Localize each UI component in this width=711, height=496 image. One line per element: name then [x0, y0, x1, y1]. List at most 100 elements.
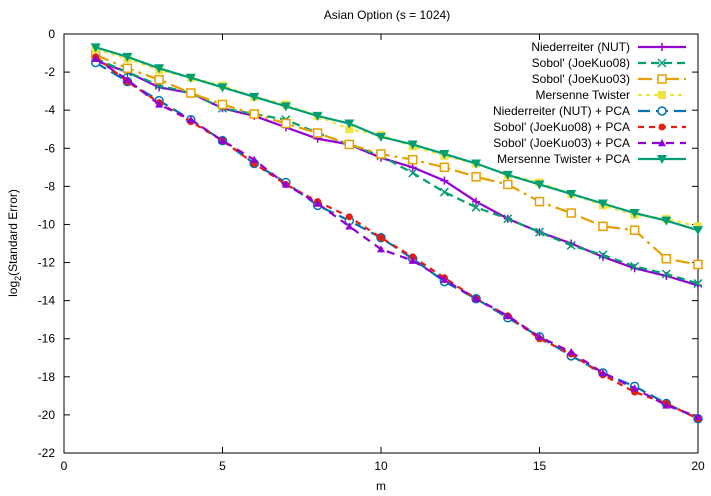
- data-point-marker: [408, 163, 417, 172]
- data-point-marker: [534, 227, 545, 237]
- legend-entry: Mersenne Twister: [536, 88, 686, 102]
- data-point-marker: [377, 245, 385, 253]
- data-point-marker: [503, 214, 513, 224]
- legend-label: Sobol' (JoeKuo08) + PCA: [493, 120, 630, 134]
- data-point-marker: [154, 64, 165, 74]
- data-point-marker: [598, 221, 608, 232]
- data-point-marker: [407, 154, 418, 165]
- y-tick-label: -16: [38, 332, 56, 346]
- data-point-marker: [218, 136, 227, 144]
- y-axis-label: log2(Standard Error): [6, 189, 23, 297]
- x-tick-label: 10: [374, 459, 388, 473]
- data-point-marker: [657, 74, 667, 84]
- legend-label: Niederreiter (NUT) + PCA: [493, 104, 630, 118]
- y-tick-label: -6: [44, 141, 55, 155]
- data-point-marker: [598, 369, 607, 377]
- data-point-marker: [439, 149, 450, 159]
- data-point-marker: [471, 172, 481, 182]
- data-point-marker: [502, 170, 513, 180]
- data-point-marker: [440, 275, 449, 283]
- data-point-marker: [661, 269, 671, 279]
- y-tick-label: 0: [48, 27, 55, 41]
- series-layer: [90, 43, 703, 424]
- data-point-marker: [439, 187, 449, 197]
- y-tick-label: -2: [44, 65, 55, 79]
- data-point-marker: [629, 209, 640, 219]
- data-point-marker: [439, 162, 450, 173]
- data-point-marker: [503, 179, 513, 190]
- data-point-marker: [471, 159, 482, 169]
- y-tick-label: -18: [38, 370, 56, 384]
- data-point-marker: [472, 197, 481, 206]
- data-point-marker: [312, 111, 323, 121]
- data-point-marker: [376, 149, 386, 159]
- data-point-marker: [657, 58, 667, 68]
- data-point-marker: [658, 91, 666, 99]
- data-point-marker: [658, 123, 666, 131]
- x-tick-label: 5: [219, 459, 226, 473]
- legend: Niederreiter (NUT) Sobol' (JoeKuo08) Sobol…: [493, 40, 686, 166]
- data-point-marker: [472, 294, 481, 302]
- legend-label: Mersenne Twister: [536, 88, 630, 102]
- data-point-marker: [629, 225, 640, 235]
- data-point-marker: [567, 348, 576, 356]
- data-point-marker: [280, 102, 291, 112]
- data-point-marker: [249, 92, 260, 102]
- y-tick-label: -14: [38, 294, 56, 308]
- data-point-marker: [313, 199, 322, 207]
- legend-label: Niederreiter (NUT): [531, 40, 630, 54]
- data-point-marker: [471, 202, 481, 212]
- data-point-marker: [662, 401, 671, 409]
- y-tick-label: -8: [44, 179, 55, 193]
- data-point-marker: [657, 106, 667, 116]
- y-tick-label: -12: [38, 256, 56, 270]
- data-point-marker: [217, 99, 228, 110]
- y-tick-label: -4: [44, 103, 55, 117]
- data-point-marker: [185, 73, 196, 83]
- y-axis-label-sub: 2: [13, 276, 23, 281]
- data-point-marker: [534, 196, 545, 207]
- data-point-marker: [249, 109, 259, 119]
- data-point-marker: [250, 155, 259, 163]
- legend-label: Sobol' (JoeKuo03): [532, 72, 630, 86]
- x-axis-label: m: [376, 479, 386, 493]
- data-point-marker: [630, 384, 639, 392]
- legend-label: Sobol' (JoeKuo03) + PCA: [493, 136, 630, 150]
- legend-label: Mersenne Twister + PCA: [497, 152, 630, 166]
- data-point-marker: [693, 278, 703, 289]
- data-point-marker: [693, 259, 703, 270]
- legend-entry: Sobol' (JoeKuo03) + PCA: [493, 136, 686, 150]
- data-point-marker: [566, 240, 576, 250]
- axis-ticks: 0 5 10 15 20 0 -2 -4 -6 -8 -10 -12 -14 -16 -18 -20 -22: [38, 27, 705, 473]
- data-point-marker: [122, 63, 133, 74]
- data-point-marker: [440, 176, 449, 185]
- data-point-marker: [345, 213, 353, 221]
- data-point-marker: [312, 128, 323, 138]
- data-point-marker: [377, 234, 385, 242]
- series-line: [95, 53, 699, 266]
- legend-entry: Mersenne Twister + PCA: [497, 152, 686, 166]
- series-line: [95, 57, 699, 418]
- y-tick-label: -22: [38, 446, 56, 460]
- data-point-marker: [503, 311, 512, 320]
- legend-entry: Sobol' (JoeKuo08) + PCA: [493, 120, 686, 134]
- data-point-marker: [598, 250, 608, 260]
- data-point-marker: [344, 119, 355, 129]
- data-point-marker: [566, 208, 576, 218]
- legend-entry: Niederreiter (NUT): [531, 40, 686, 54]
- data-point-marker: [534, 180, 545, 190]
- data-point-marker: [408, 256, 417, 264]
- data-point-marker: [407, 140, 418, 150]
- legend-entry: Sobol' (JoeKuo08): [532, 56, 686, 70]
- data-point-marker: [566, 189, 577, 199]
- data-point-marker: [154, 74, 164, 85]
- data-point-marker: [122, 52, 133, 62]
- series-line: [95, 55, 699, 420]
- data-point-marker: [661, 253, 672, 264]
- data-point-marker: [657, 155, 667, 164]
- legend-entry: Niederreiter (NUT) + PCA: [493, 104, 686, 118]
- data-point-marker: [344, 139, 355, 150]
- data-point-marker: [345, 125, 354, 134]
- data-point-marker: [535, 332, 544, 341]
